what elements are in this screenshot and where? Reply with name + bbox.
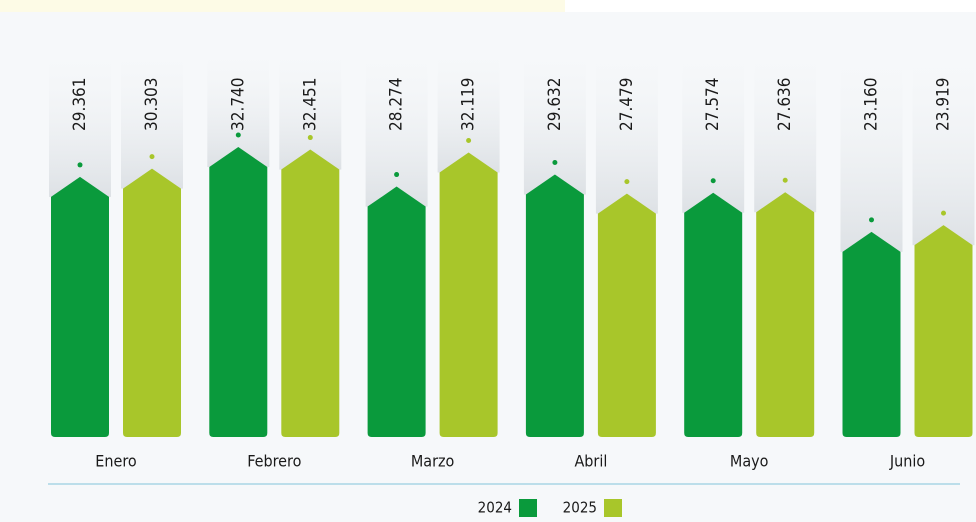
x-tick-label: Mayo [730,452,769,471]
bar [756,192,815,437]
x-tick-label: Marzo [411,452,455,471]
bar-shade [754,45,817,213]
value-label: 29.361 [70,78,90,132]
bar [281,149,340,437]
value-label: 32.740 [228,78,248,132]
value-label: 27.479 [617,78,637,132]
bar [209,147,268,437]
value-label: 23.160 [862,78,882,132]
bar [597,193,656,437]
bar-dot [149,154,155,160]
value-label: 32.119 [459,78,479,132]
bar-dot [941,210,946,216]
bar [684,192,743,437]
legend-swatch [519,499,537,517]
bar-shade [49,45,111,197]
x-tick-label: Junio [889,452,925,471]
bar-dot [552,160,558,166]
bar [51,176,109,437]
bar-dot [710,178,716,184]
x-tick-label: Enero [95,452,137,471]
x-tick-label: Abril [574,452,607,471]
bar-dot [624,179,630,185]
bar-dot [782,177,788,183]
legend-swatch [604,499,622,517]
bar-shade [523,45,586,195]
bar-dot [235,132,241,138]
bar-dot [394,172,400,178]
bar [525,174,584,437]
value-label: 23.919 [934,78,954,132]
legend-label: 2025 [563,499,597,517]
bar [842,231,901,437]
bar-shade [365,45,428,207]
bar-dot [466,138,472,144]
value-label: 27.636 [775,78,795,132]
value-label: 32.451 [300,78,320,132]
bar-shade [595,45,658,214]
bar [123,168,181,438]
legend-label: 2024 [478,499,512,517]
bar-dot [869,217,874,223]
bar [439,152,498,437]
value-label: 28.274 [387,78,407,132]
bar [914,225,973,437]
bar-shade [207,45,270,167]
bar-dot [77,162,83,168]
bar-shade [437,45,500,173]
bar-dot [307,135,313,141]
value-label: 29.632 [545,78,565,132]
bar-shade [121,45,183,189]
x-tick-label: Febrero [247,452,301,471]
header-blank [565,0,976,12]
bar-shade [682,45,745,213]
value-label: 30.303 [142,78,162,132]
header-strip [0,0,565,12]
bar-shade [279,45,342,170]
bar [367,186,426,437]
value-label: 27.574 [703,78,723,132]
